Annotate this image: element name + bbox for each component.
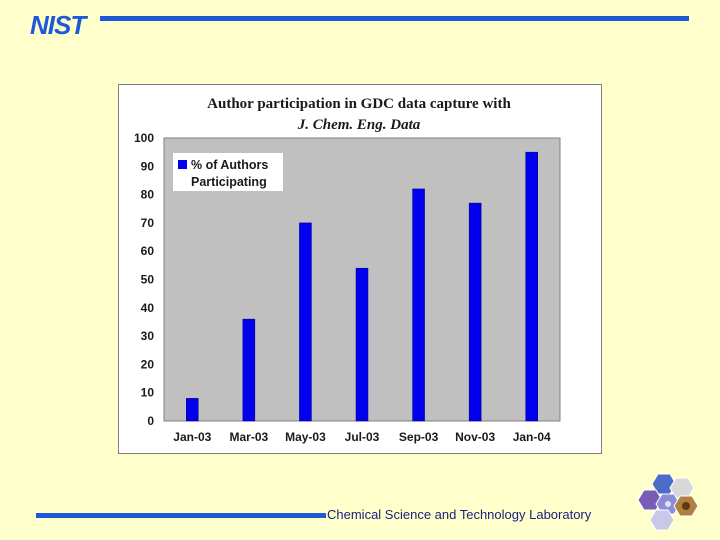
y-tick-label: 80	[141, 188, 155, 202]
lab-emblem-icon	[637, 473, 699, 530]
y-tick-label: 90	[141, 159, 155, 173]
bar-May-03	[299, 222, 312, 422]
nist-logo: NIST	[30, 12, 89, 38]
chart-title: Author participation in GDC data capture…	[207, 96, 511, 112]
bar-Jan-03	[186, 398, 199, 422]
x-tick-label: Jan-03	[173, 430, 211, 444]
x-tick-label: Jan-04	[513, 430, 551, 444]
nist-logo-text: NIST	[30, 12, 88, 38]
legend-swatch	[178, 160, 187, 169]
bar-Jul-03	[355, 267, 369, 422]
x-axis: Jan-03 Mar-03 May-03 Jul-03 Sep-03 Nov-03 Jan-…	[173, 430, 551, 444]
y-tick-label: 60	[141, 244, 155, 258]
footer-rule	[36, 513, 326, 518]
chart-subtitle: J. Chem. Eng. Data	[297, 117, 421, 133]
x-tick-label: Nov-03	[455, 430, 495, 444]
bar-Sep-03	[412, 188, 425, 422]
y-tick-label: 20	[141, 357, 155, 371]
y-tick-label: 50	[141, 273, 155, 287]
x-tick-label: Sep-03	[399, 430, 439, 444]
y-axis: 0 10 20 30 40 50 60 70 80 90 100	[134, 131, 154, 428]
y-tick-label: 0	[147, 414, 154, 428]
y-tick-label: 70	[141, 216, 155, 230]
legend-label-line1: % of Authors	[191, 158, 268, 172]
y-tick-label: 10	[141, 386, 155, 400]
bar-series	[186, 151, 538, 422]
footer-label: Chemical Science and Technology Laborato…	[327, 507, 592, 522]
bar-Mar-03	[242, 318, 256, 422]
legend-box	[173, 153, 283, 191]
y-tick-label: 40	[141, 301, 155, 315]
bar-Jan-04	[525, 151, 538, 422]
y-tick-label: 100	[134, 131, 154, 145]
chart-container: Author participation in GDC data capture…	[118, 84, 602, 454]
x-tick-label: Jul-03	[345, 430, 380, 444]
x-tick-label: Mar-03	[230, 430, 269, 444]
bar-Nov-03	[468, 202, 482, 422]
y-tick-label: 30	[141, 329, 155, 343]
header-rule	[100, 16, 689, 21]
legend-label-line2: Participating	[191, 175, 267, 189]
x-tick-label: May-03	[285, 430, 326, 444]
legend: % of Authors Participating	[173, 153, 283, 191]
bar-chart: Author participation in GDC data capture…	[134, 96, 561, 444]
